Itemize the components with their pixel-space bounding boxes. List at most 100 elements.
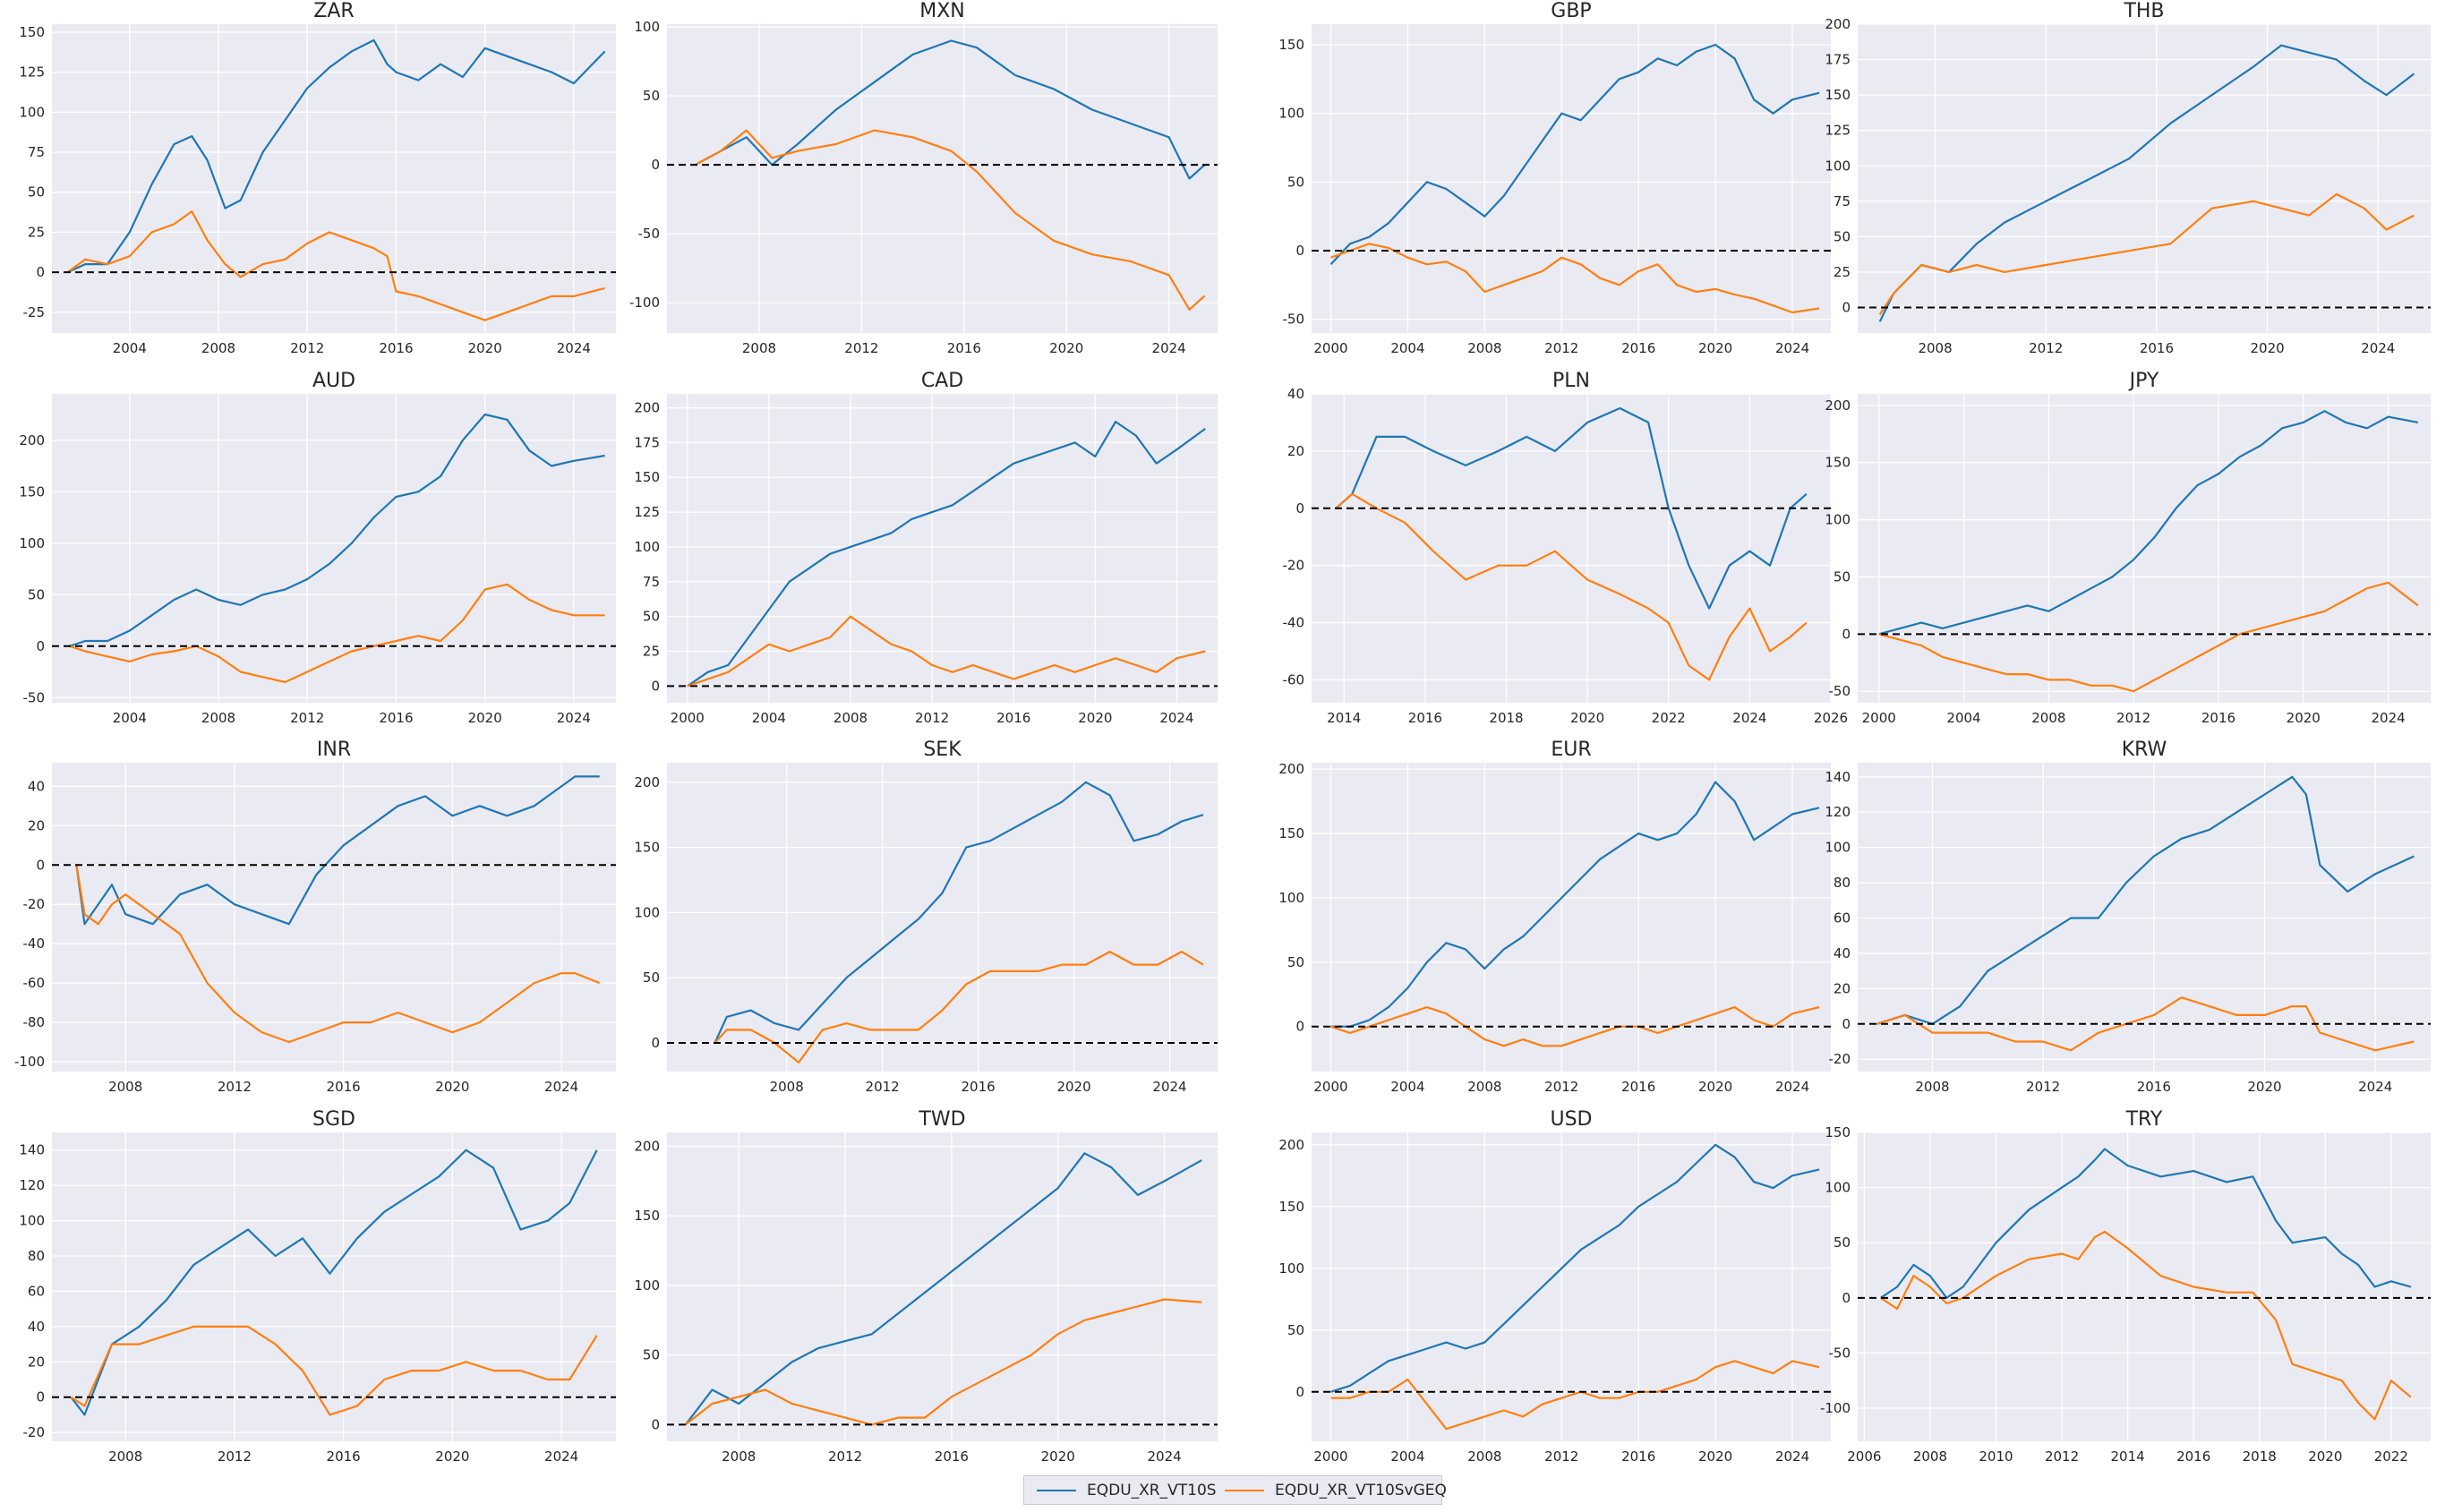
x-tick-label: 2012	[218, 1079, 252, 1095]
x-tick-label: 2020	[1049, 340, 1083, 356]
panel-title: JPY	[2128, 370, 2159, 392]
x-tick-label: 2016	[2140, 340, 2174, 356]
y-tick-label: 20	[28, 1354, 45, 1370]
x-tick-label: 2016	[327, 1448, 361, 1465]
x-tick-label: 2018	[2243, 1448, 2277, 1465]
panel-title: KRW	[2122, 739, 2167, 761]
series-line-series-1	[694, 39, 1206, 180]
x-tick-label: 2012	[828, 1448, 862, 1465]
y-tick-label: 50	[1287, 954, 1304, 970]
y-tick-label: 0	[36, 264, 45, 280]
y-tick-label: -100	[14, 1054, 45, 1070]
y-tick-label: -50	[1829, 683, 1851, 699]
y-tick-label: 50	[1834, 228, 1851, 244]
panel-sek: 2008 2012 2016 2020 2024 0 50 100 150 200 SEK	[634, 739, 1218, 1095]
y-tick-label: 100	[1825, 1180, 1851, 1196]
y-tick-label: -20	[1829, 1051, 1851, 1067]
y-tick-label: 100	[1278, 106, 1304, 122]
y-tick-label: 200	[1825, 16, 1851, 32]
panel-title: GBP	[1551, 0, 1591, 22]
y-tick-label: 75	[643, 574, 660, 590]
x-tick-label: 2024	[2358, 1079, 2392, 1095]
x-tick-label: 2024	[544, 1079, 578, 1095]
x-tick-label: 2020	[2250, 340, 2284, 356]
y-tick-label: 0	[651, 1035, 660, 1051]
x-tick-label: 2000	[1862, 710, 1896, 726]
y-tick-label: 0	[1295, 1384, 1304, 1400]
legend: EQDU_XR_VT10S EQDU_XR_VT10SvGEQ	[1023, 1475, 1447, 1505]
x-tick-label: 2024	[1775, 340, 1809, 356]
x-tick-label: 2024	[1147, 1448, 1181, 1465]
y-tick-label: 50	[1287, 174, 1304, 190]
plot-background	[1312, 24, 1831, 333]
series-line-series-2	[687, 615, 1206, 688]
y-tick-label: 100	[1825, 840, 1851, 856]
series-line-series-2	[1335, 492, 1808, 681]
panel-title: SEK	[923, 739, 962, 761]
y-tick-label: -20	[1283, 558, 1305, 574]
y-tick-label: 150	[1825, 455, 1851, 471]
y-tick-label: 150	[19, 483, 45, 500]
y-tick-label: 40	[1834, 945, 1851, 961]
series-line-series-2	[1330, 1360, 1820, 1431]
y-tick-label: 200	[19, 432, 45, 448]
y-tick-label: 100	[634, 1277, 660, 1294]
x-tick-label: 2010	[1979, 1448, 2013, 1465]
x-tick-label: 2024	[2371, 710, 2405, 726]
x-tick-label: 2018	[1489, 710, 1523, 726]
y-tick-label: 125	[634, 504, 660, 520]
x-tick-label: 2000	[671, 710, 705, 726]
y-tick-label: 0	[1842, 300, 1851, 316]
x-tick-label: 2008	[1915, 1079, 1949, 1095]
y-tick-label: -25	[23, 304, 46, 320]
series-line-series-2	[694, 129, 1206, 311]
y-tick-label: 200	[634, 400, 660, 416]
series-line-series-2	[1330, 1005, 1820, 1047]
y-tick-label: 20	[28, 817, 45, 833]
y-tick-label: 150	[634, 1208, 660, 1224]
x-tick-label: 2020	[435, 1448, 469, 1465]
x-tick-label: 2008	[1467, 340, 1501, 356]
x-tick-label: 2020	[1056, 1079, 1090, 1095]
panel-title: CAD	[921, 370, 963, 392]
series-line-series-2	[66, 210, 605, 321]
y-tick-label: 150	[634, 469, 660, 485]
panel-title: EUR	[1551, 739, 1591, 761]
y-tick-label: -60	[23, 975, 46, 991]
series-line-series-1	[687, 421, 1206, 688]
x-tick-label: 2020	[1078, 710, 1112, 726]
x-tick-label: 2024	[1775, 1448, 1809, 1465]
y-tick-label: -80	[23, 1014, 46, 1030]
series-line-series-1	[1880, 1148, 2412, 1299]
series-line-series-1	[714, 781, 1204, 1044]
series-line-series-2	[70, 1325, 598, 1416]
panel-usd: 2000 2004 2008 2012 2016 2020 2024 0 50 100 150 200…	[1278, 1108, 1831, 1465]
plot-background	[1312, 763, 1831, 1072]
y-tick-label: 200	[1825, 397, 1851, 414]
x-tick-label: 2004	[113, 340, 147, 356]
y-tick-label: 140	[1825, 769, 1851, 785]
panel-sgd: 2008 2012 2016 2020 2024 -20 0 20 40 60 80 100 120 14…	[19, 1108, 616, 1465]
x-tick-label: 2012	[2029, 340, 2063, 356]
y-tick-label: -20	[23, 1424, 46, 1440]
x-tick-label: 2016	[379, 710, 413, 726]
x-tick-label: 2020	[1698, 1448, 1732, 1465]
series-line-series-1	[1330, 1143, 1820, 1393]
y-tick-label: 0	[1295, 500, 1304, 517]
y-tick-label: 40	[28, 1319, 45, 1335]
panel-title: THB	[2123, 0, 2164, 22]
y-tick-label: 100	[19, 1213, 45, 1229]
y-tick-label: 200	[634, 1139, 660, 1155]
x-tick-label: 2012	[915, 710, 949, 726]
x-tick-label: 2024	[2361, 340, 2395, 356]
x-tick-label: 2024	[557, 710, 591, 726]
x-tick-label: 2000	[1313, 1448, 1347, 1465]
x-tick-label: 2024	[544, 1448, 578, 1465]
x-tick-label: 2000	[1313, 340, 1347, 356]
x-tick-label: 2014	[2111, 1448, 2145, 1465]
legend-item-series-2: EQDU_XR_VT10SvGEQ	[1225, 1476, 1447, 1504]
y-tick-label: 100	[634, 19, 660, 35]
y-tick-label: 0	[36, 857, 45, 873]
y-tick-label: 150	[1278, 37, 1304, 53]
y-tick-label: 0	[651, 678, 660, 694]
